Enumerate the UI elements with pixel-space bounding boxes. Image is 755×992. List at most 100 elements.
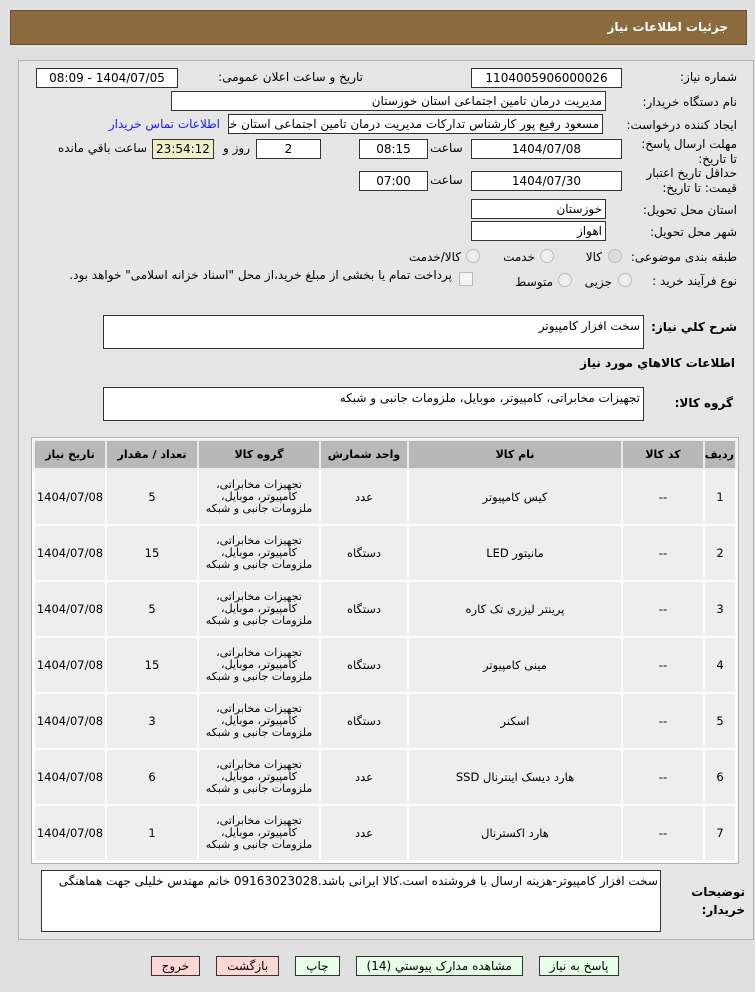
- validity-date-field[interactable]: 1404/07/30: [471, 171, 622, 191]
- table-row: 1 -- کیس کامپیوتر عدد تجهیزات مخابراتی، کامپ…: [33, 468, 737, 526]
- table-row: 6 -- هارد دیسک اینترنال SSD عدد تجهیزات مخاب…: [33, 748, 737, 806]
- table-row: 2 -- مانیتور LED دستگاه تجهیزات مخابراتی، کا…: [33, 524, 737, 582]
- buyer-notes-field[interactable]: سخت افزار کامپیوتر-هزینه ارسال با فروشند…: [41, 870, 661, 932]
- buyer-org-label: نام دستگاه خریدار:: [642, 95, 738, 109]
- category-radio-both[interactable]: [466, 249, 480, 263]
- cell-item-name: مینی کامپیوتر: [407, 636, 623, 694]
- table-row: 5 -- اسکنر دستگاه تجهیزات مخابراتی، کامپیوتر…: [33, 692, 737, 750]
- cell-item-name: هارد دیسک اینترنال SSD: [407, 748, 623, 806]
- cell-quantity: 1: [105, 804, 199, 862]
- process-radio-medium[interactable]: [558, 273, 572, 287]
- back-button[interactable]: بازگشت: [216, 956, 280, 976]
- cell-unit: دستگاه: [319, 580, 409, 638]
- buyer-contact-link[interactable]: اطلاعات تماس خریدار: [108, 117, 220, 131]
- cell-need-date: 1404/07/08: [33, 468, 107, 526]
- cell-item-group: تجهیزات مخابراتی، کامپیوتر، موبایل، ملزو…: [197, 636, 321, 694]
- creator-field[interactable]: مسعود رفیع پور کارشناس تدارکات مدیریت در…: [228, 114, 603, 134]
- page-header: جزئیات اطلاعات نیاز: [10, 10, 747, 45]
- cell-item-code: --: [621, 468, 705, 526]
- province-label: استان محل تحویل:: [642, 203, 737, 217]
- cell-row-number: 2: [703, 524, 737, 582]
- cell-item-code: --: [621, 580, 705, 638]
- cell-row-number: 7: [703, 804, 737, 862]
- validity-time-label: ساعت: [430, 173, 463, 187]
- cell-item-code: --: [621, 748, 705, 806]
- cell-item-code: --: [621, 804, 705, 862]
- days-field[interactable]: 2: [256, 139, 321, 159]
- cell-need-date: 1404/07/08: [33, 580, 107, 638]
- islamic-treasury-checkbox[interactable]: [459, 272, 473, 286]
- col-row: ردیف: [703, 439, 737, 470]
- table-row: 3 -- پرینتر لیزری تک کاره دستگاه تجهیزات مخا…: [33, 580, 737, 638]
- deadline-label: مهلت ارسال پاسخ: تا تاریخ:: [641, 137, 737, 166]
- buyer-org-field[interactable]: مدیریت درمان تامین اجتماعی استان خوزستان: [171, 91, 606, 111]
- action-buttons: پاسخ به نیاز مشاهده مدارک پیوستي (14) چا…: [31, 956, 739, 992]
- need-number-label: شماره نیاز:: [680, 70, 737, 84]
- goods-group-label: گروه کالا:: [674, 396, 733, 410]
- cell-item-group: تجهیزات مخابراتی، کامپیوتر، موبایل، ملزو…: [197, 692, 321, 750]
- cell-row-number: 1: [703, 468, 737, 526]
- category-option-goods: کالا: [585, 250, 602, 264]
- cell-need-date: 1404/07/08: [33, 636, 107, 694]
- cell-item-group: تجهیزات مخابراتی، کامپیوتر، موبایل، ملزو…: [197, 804, 321, 862]
- validity-time-field[interactable]: 07:00: [359, 171, 428, 191]
- cell-unit: عدد: [319, 748, 409, 806]
- cell-unit: دستگاه: [319, 636, 409, 694]
- cell-item-name: اسکنر: [407, 692, 623, 750]
- cell-need-date: 1404/07/08: [33, 748, 107, 806]
- deadline-date-field[interactable]: 1404/07/08: [471, 139, 622, 159]
- process-option-medium: متوسط: [515, 275, 553, 289]
- category-radio-goods[interactable]: [608, 249, 622, 263]
- process-radio-minor[interactable]: [618, 273, 632, 287]
- days-label: روز و: [223, 141, 250, 155]
- cell-item-name: پرینتر لیزری تک کاره: [407, 580, 623, 638]
- cell-quantity: 5: [105, 468, 199, 526]
- announce-field[interactable]: 1404/07/05 - 08:09: [36, 68, 178, 88]
- deadline-time-field[interactable]: 08:15: [359, 139, 428, 159]
- col-name: نام کالا: [407, 439, 623, 470]
- cell-row-number: 5: [703, 692, 737, 750]
- page-title: جزئیات اطلاعات نیاز: [607, 20, 728, 34]
- deadline-time-label: ساعت: [430, 141, 463, 155]
- remaining-timer: 23:54:12: [152, 139, 214, 159]
- summary-label: شرح کلي نیاز:: [651, 320, 737, 334]
- col-unit: واحد شمارش: [319, 439, 409, 470]
- cell-unit: دستگاه: [319, 692, 409, 750]
- cell-need-date: 1404/07/08: [33, 804, 107, 862]
- province-field[interactable]: خوزستان: [471, 199, 606, 219]
- table-row: 7 -- هارد اکسترنال عدد تجهیزات مخابراتی، کام…: [33, 804, 737, 862]
- payment-note: پرداخت تمام یا بخشی از مبلغ خرید،از محل …: [69, 268, 452, 282]
- cell-item-group: تجهیزات مخابراتی، کامپیوتر، موبایل، ملزو…: [197, 580, 321, 638]
- cell-row-number: 3: [703, 580, 737, 638]
- cell-item-code: --: [621, 636, 705, 694]
- attachments-button[interactable]: مشاهده مدارک پیوستي (14): [355, 956, 523, 976]
- category-radio-service[interactable]: [540, 249, 554, 263]
- category-label: طبقه بندی موضوعی:: [630, 250, 737, 264]
- process-option-minor: جزیی: [584, 275, 612, 289]
- cell-item-group: تجهیزات مخابراتی، کامپیوتر، موبایل، ملزو…: [197, 748, 321, 806]
- cell-unit: دستگاه: [319, 524, 409, 582]
- col-code: کد کالا: [621, 439, 705, 470]
- goods-table: ردیف کد کالا نام کالا واحد شمارش گروه کا…: [33, 439, 737, 862]
- exit-button[interactable]: خروج: [150, 956, 201, 976]
- reply-button[interactable]: پاسخ به نیاز: [538, 956, 620, 976]
- cell-quantity: 15: [105, 524, 199, 582]
- goods-info-title: اطلاعات کالاهاي مورد نیاز: [580, 356, 735, 370]
- summary-field[interactable]: سخت افزار کامپیوتر: [103, 315, 644, 349]
- lower-section: ردیف کد کالا نام کالا واحد شمارش گروه کا…: [31, 437, 745, 992]
- cell-quantity: 15: [105, 636, 199, 694]
- buyer-notes-label: توضیحات خریدار:: [691, 885, 745, 917]
- table-header-row: ردیف کد کالا نام کالا واحد شمارش گروه کا…: [33, 439, 737, 470]
- table-row: 4 -- مینی کامپیوتر دستگاه تجهیزات مخابراتی، …: [33, 636, 737, 694]
- print-button[interactable]: چاپ: [295, 956, 340, 976]
- cell-need-date: 1404/07/08: [33, 692, 107, 750]
- goods-group-field[interactable]: تجهیزات مخابراتی، کامپیوتر، موبایل، ملزو…: [103, 387, 644, 421]
- cell-quantity: 6: [105, 748, 199, 806]
- cell-item-code: --: [621, 524, 705, 582]
- city-field[interactable]: اهواز: [471, 221, 606, 241]
- col-date: تاریخ نیاز: [33, 439, 107, 470]
- cell-quantity: 3: [105, 692, 199, 750]
- validity-label: حداقل تاریخ اعتبار قیمت: تا تاریخ:: [646, 166, 737, 195]
- need-number-field[interactable]: 1104005906000026: [471, 68, 622, 88]
- category-option-both: کالا/خدمت: [408, 250, 461, 264]
